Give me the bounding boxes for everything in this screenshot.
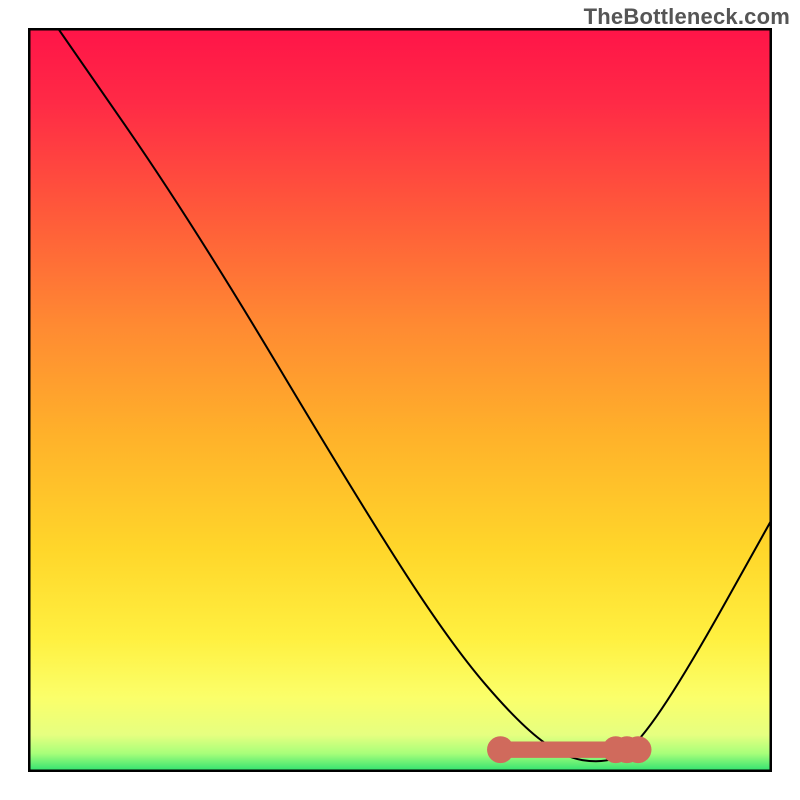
- plot-background: [28, 28, 772, 772]
- optimal-range-cap: [625, 736, 652, 763]
- stage: TheBottleneck.com: [0, 0, 800, 800]
- bottleneck-curve-plot: [28, 28, 772, 772]
- optimal-range-cap: [487, 736, 514, 763]
- watermark-text: TheBottleneck.com: [584, 4, 790, 30]
